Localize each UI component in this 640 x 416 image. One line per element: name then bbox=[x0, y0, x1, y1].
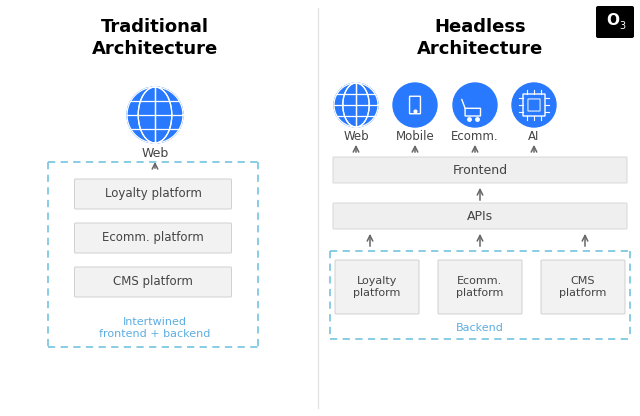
Circle shape bbox=[127, 87, 183, 143]
Circle shape bbox=[453, 83, 497, 127]
FancyBboxPatch shape bbox=[596, 6, 634, 38]
Text: Loyalty platform: Loyalty platform bbox=[104, 188, 202, 201]
Text: O: O bbox=[606, 13, 619, 28]
Text: APIs: APIs bbox=[467, 210, 493, 223]
Circle shape bbox=[512, 83, 556, 127]
Text: Traditional
Architecture: Traditional Architecture bbox=[92, 18, 218, 57]
Circle shape bbox=[334, 83, 378, 127]
Text: Mobile: Mobile bbox=[396, 130, 435, 143]
Text: 3: 3 bbox=[620, 21, 625, 31]
FancyBboxPatch shape bbox=[335, 260, 419, 314]
FancyBboxPatch shape bbox=[333, 157, 627, 183]
Text: Frontend: Frontend bbox=[452, 163, 508, 176]
FancyBboxPatch shape bbox=[541, 260, 625, 314]
Text: Loyalty
platform: Loyalty platform bbox=[353, 276, 401, 298]
FancyBboxPatch shape bbox=[333, 203, 627, 229]
Text: AI: AI bbox=[528, 130, 540, 143]
Text: CMS
platform: CMS platform bbox=[559, 276, 607, 298]
Text: Ecomm.
platform: Ecomm. platform bbox=[456, 276, 504, 298]
FancyBboxPatch shape bbox=[74, 179, 232, 209]
Text: Backend: Backend bbox=[456, 323, 504, 333]
FancyBboxPatch shape bbox=[438, 260, 522, 314]
Text: CMS platform: CMS platform bbox=[113, 275, 193, 289]
Text: Web: Web bbox=[141, 147, 168, 160]
Text: Web: Web bbox=[343, 130, 369, 143]
Circle shape bbox=[393, 83, 437, 127]
Text: Intertwined
frontend + backend: Intertwined frontend + backend bbox=[99, 317, 211, 339]
FancyBboxPatch shape bbox=[74, 223, 232, 253]
Text: Ecomm.: Ecomm. bbox=[451, 130, 499, 143]
Text: Headless
Architecture: Headless Architecture bbox=[417, 18, 543, 57]
Text: Ecomm. platform: Ecomm. platform bbox=[102, 231, 204, 245]
FancyBboxPatch shape bbox=[74, 267, 232, 297]
